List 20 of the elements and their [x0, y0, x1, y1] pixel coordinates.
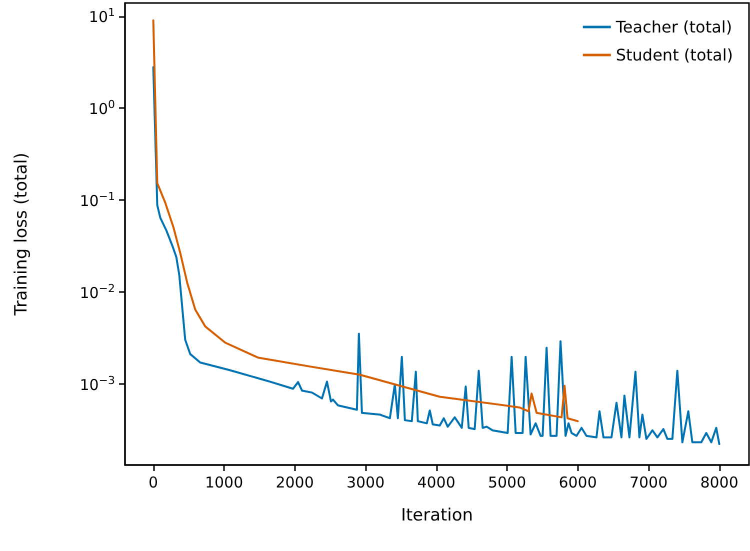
x-tick-label: 6000	[558, 474, 597, 492]
x-tick-label: 1000	[204, 474, 244, 492]
x-tick-label: 8000	[700, 474, 738, 492]
x-tick-label: 3000	[346, 474, 385, 492]
y-tick-label: 10$^{−1}$	[80, 190, 115, 210]
x-axis-title: Iteration	[400, 506, 474, 526]
x-tick-label: 5000	[488, 474, 526, 492]
legend-label: Student (total)	[616, 46, 733, 64]
y-tick-label: 10$^{−3}$	[80, 374, 115, 394]
x-tick-label: 0	[148, 474, 158, 492]
line-series	[152, 19, 579, 422]
line-series	[152, 66, 720, 446]
y-tick-label: 10$^{1}$	[88, 6, 115, 26]
x-tick-label: 7000	[629, 474, 668, 492]
x-tick-label: 2000	[276, 474, 314, 492]
y-tick-label: 10$^{0}$	[88, 98, 115, 118]
legend-label: Teacher (total)	[614, 18, 732, 36]
y-axis-title: Training loss (total)	[12, 152, 32, 316]
x-tick-label: 4000	[417, 474, 456, 492]
y-tick-label: 10$^{−2}$	[80, 282, 115, 302]
